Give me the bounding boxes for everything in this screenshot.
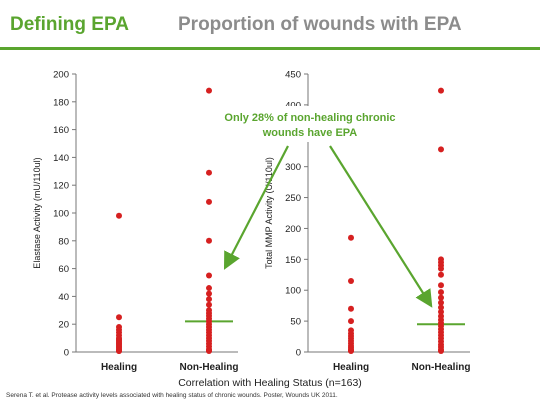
y-tick-label: 400 (285, 100, 301, 111)
y-tick-label: 140 (53, 153, 69, 164)
y-tick-label: 0 (64, 348, 69, 359)
y-tick-label: 40 (58, 292, 69, 303)
y-axis-title: Elastase Activity (mU/110ul) (32, 157, 42, 268)
annotation-text-line2: wounds have EPA (262, 127, 358, 139)
y-tick-label: 150 (285, 255, 301, 266)
data-point (116, 212, 122, 219)
annotation-text-line1: Only 28% of non-healing chronic (224, 112, 395, 124)
data-point (438, 146, 444, 153)
data-point (348, 318, 354, 325)
data-point (206, 272, 212, 279)
data-point (206, 301, 212, 308)
data-point (206, 169, 212, 176)
data-point (206, 296, 212, 303)
data-point (348, 305, 354, 312)
data-point (206, 237, 212, 244)
y-tick-label: 200 (53, 70, 69, 81)
annotation-background (218, 106, 400, 142)
annotation-arrow-left (223, 145, 289, 270)
x-category-label: Healing (101, 362, 137, 373)
y-axis-title: Total MMP Activity (U/110ul) (264, 157, 274, 269)
shared-x-axis-label: Correlation with Healing Status (n=163) (178, 377, 362, 389)
page-subtitle: Proportion of wounds with EPA (178, 14, 462, 35)
y-tick-label: 50 (290, 317, 301, 328)
data-point (438, 265, 444, 272)
data-point (438, 304, 444, 311)
data-point (438, 289, 444, 296)
y-tick-label: 160 (53, 125, 69, 136)
data-point (348, 277, 354, 284)
data-point (438, 271, 444, 278)
y-tick-label: 60 (58, 264, 69, 275)
data-point (438, 87, 444, 94)
data-point (438, 308, 444, 315)
data-point (206, 87, 212, 94)
y-tick-label: 180 (53, 97, 69, 108)
data-point (206, 285, 212, 292)
title-divider (0, 47, 540, 50)
y-tick-label: 200 (285, 224, 301, 235)
y-tick-label: 250 (285, 193, 301, 204)
y-tick-label: 450 (285, 70, 301, 81)
data-point (438, 299, 444, 306)
data-point (348, 234, 354, 241)
y-tick-label: 0 (296, 348, 301, 359)
data-point (348, 348, 354, 354)
y-tick-label: 80 (58, 236, 69, 247)
data-point (116, 348, 122, 354)
data-point (438, 282, 444, 289)
data-point (206, 348, 212, 354)
data-point (438, 348, 444, 354)
page-title: Defining EPA (10, 14, 129, 35)
citation-text: Serena T. et al. Protease activity level… (6, 392, 338, 399)
x-category-label: Healing (333, 362, 369, 373)
annotation-arrow-right (329, 145, 433, 308)
x-category-label: Non-Healing (412, 362, 471, 373)
y-tick-label: 120 (53, 181, 69, 192)
y-tick-label: 300 (285, 162, 301, 173)
y-tick-label: 100 (53, 209, 69, 220)
data-point (206, 290, 212, 297)
data-point (116, 314, 122, 321)
y-tick-label: 20 (58, 320, 69, 331)
data-point (206, 198, 212, 205)
x-category-label: Non-Healing (180, 362, 239, 373)
y-tick-label: 100 (285, 286, 301, 297)
data-point (438, 294, 444, 301)
